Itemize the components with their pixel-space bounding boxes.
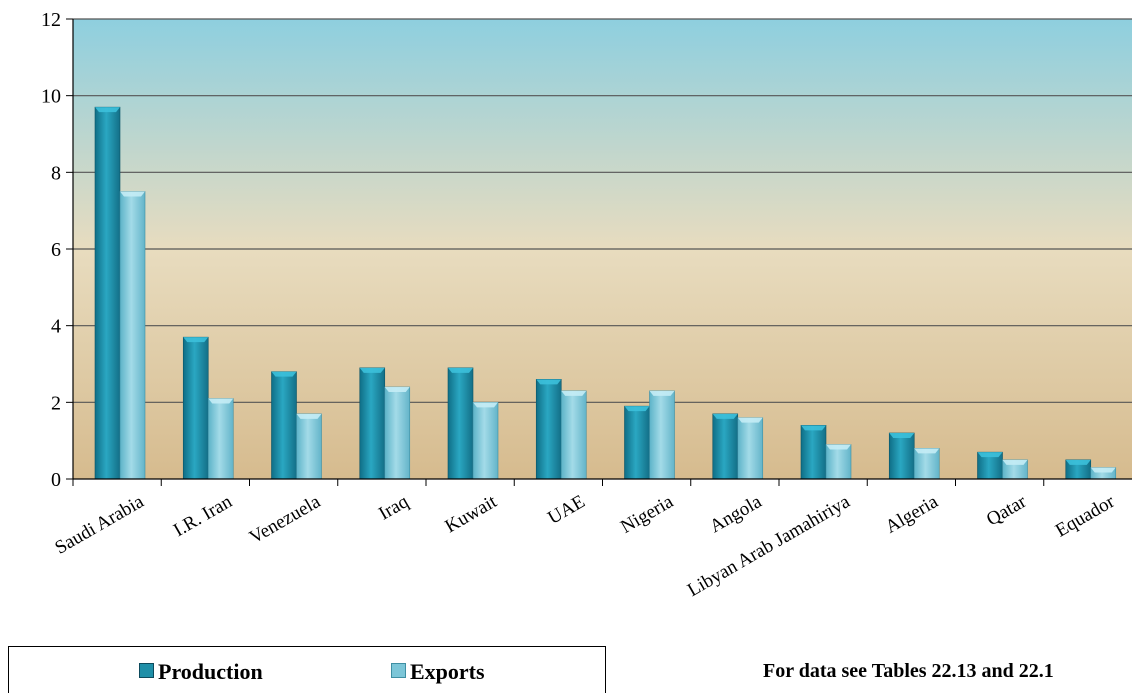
- bar-exports: [207, 398, 234, 480]
- bar-production: [447, 367, 474, 480]
- x-category-label: Algeria: [882, 491, 942, 538]
- x-category-label: Kuwait: [442, 491, 502, 538]
- bar-production: [535, 379, 562, 480]
- x-category-label: Nigeria: [617, 491, 677, 538]
- x-category-label: Libyan Arab Jamahiriya: [684, 491, 854, 601]
- bar-production: [359, 367, 386, 480]
- x-category-label: Venezuela: [246, 491, 325, 548]
- x-category-label: I.R. Iran: [170, 491, 236, 541]
- bar-exports: [119, 191, 146, 480]
- y-tick-label: 12: [41, 9, 61, 31]
- bar-production: [977, 451, 1003, 480]
- bar-production: [624, 405, 650, 480]
- bar-production: [1065, 459, 1092, 480]
- bar-exports: [472, 402, 499, 480]
- y-tick-label: 2: [51, 392, 61, 414]
- y-tick-label: 4: [51, 316, 61, 338]
- bar-exports: [825, 444, 852, 480]
- bar-exports: [1002, 459, 1028, 480]
- x-category-label: Angola: [706, 491, 765, 537]
- x-category-label: UAE: [544, 491, 588, 529]
- y-tick-label: 10: [41, 86, 61, 108]
- legend-entry-exports: Exports: [391, 659, 485, 685]
- bar-production: [712, 413, 739, 480]
- bar-exports: [296, 413, 322, 480]
- bar-production: [800, 425, 827, 480]
- bar-production: [888, 432, 915, 480]
- x-category-label: Equador: [1052, 491, 1119, 542]
- bar-production: [94, 106, 121, 480]
- bar-exports: [913, 448, 940, 480]
- y-tick-label: 8: [51, 162, 61, 184]
- y-tick-label: 6: [51, 239, 61, 261]
- legend-label-production: Production: [158, 659, 263, 684]
- legend-entry-production: Production: [139, 659, 263, 685]
- bar-exports: [737, 417, 764, 480]
- legend: Production Exports: [8, 646, 606, 693]
- footnote: For data see Tables 22.13 and 22.1: [763, 660, 1054, 682]
- bar-exports: [384, 386, 411, 480]
- production-swatch: [139, 663, 154, 678]
- bar-exports: [649, 390, 675, 480]
- bar-exports: [560, 390, 587, 480]
- y-tick-label: 0: [51, 469, 61, 491]
- bar-production: [182, 336, 209, 480]
- exports-swatch: [391, 663, 406, 678]
- bar-exports: [1090, 467, 1117, 480]
- x-category-label: Iraq: [375, 491, 412, 525]
- bar-production: [271, 371, 297, 480]
- x-category-label: Saudi Arabia: [52, 491, 148, 559]
- x-category-label: Qatar: [983, 491, 1031, 531]
- legend-label-exports: Exports: [410, 659, 485, 684]
